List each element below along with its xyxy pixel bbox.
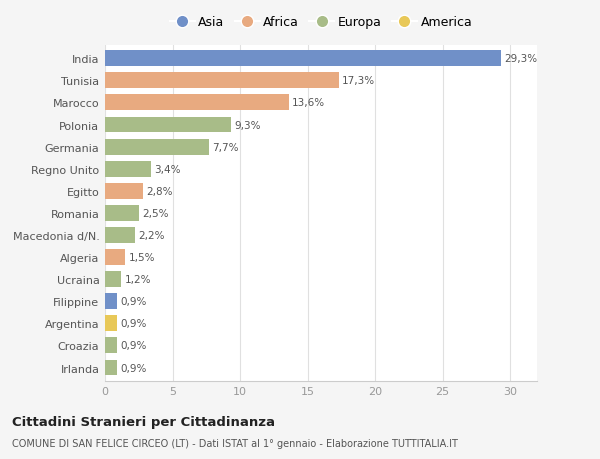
Bar	[105, 140, 209, 155]
Bar	[105, 338, 117, 353]
Text: Cittadini Stranieri per Cittadinanza: Cittadini Stranieri per Cittadinanza	[12, 415, 275, 428]
Text: 0,9%: 0,9%	[121, 363, 147, 373]
Bar	[105, 184, 143, 199]
Bar	[105, 294, 117, 309]
Bar	[105, 228, 134, 243]
Bar	[105, 73, 338, 89]
Text: 3,4%: 3,4%	[154, 164, 181, 174]
Bar	[105, 316, 117, 331]
Bar	[105, 250, 125, 265]
Text: 0,9%: 0,9%	[121, 319, 147, 329]
Text: 2,2%: 2,2%	[138, 230, 164, 241]
Text: 13,6%: 13,6%	[292, 98, 325, 108]
Text: 2,5%: 2,5%	[142, 208, 169, 218]
Text: 7,7%: 7,7%	[212, 142, 239, 152]
Text: 17,3%: 17,3%	[342, 76, 375, 86]
Legend: Asia, Africa, Europa, America: Asia, Africa, Europa, America	[167, 14, 475, 32]
Text: 9,3%: 9,3%	[234, 120, 260, 130]
Bar	[105, 162, 151, 177]
Text: 1,2%: 1,2%	[125, 274, 151, 285]
Bar	[105, 95, 289, 111]
Text: COMUNE DI SAN FELICE CIRCEO (LT) - Dati ISTAT al 1° gennaio - Elaborazione TUTTI: COMUNE DI SAN FELICE CIRCEO (LT) - Dati …	[12, 438, 458, 448]
Bar	[105, 360, 117, 375]
Text: 0,9%: 0,9%	[121, 341, 147, 351]
Text: 0,9%: 0,9%	[121, 297, 147, 307]
Text: 2,8%: 2,8%	[146, 186, 173, 196]
Bar	[105, 51, 500, 67]
Text: 29,3%: 29,3%	[504, 54, 537, 64]
Text: 1,5%: 1,5%	[128, 252, 155, 263]
Bar	[105, 206, 139, 221]
Bar	[105, 118, 230, 133]
Bar	[105, 272, 121, 287]
